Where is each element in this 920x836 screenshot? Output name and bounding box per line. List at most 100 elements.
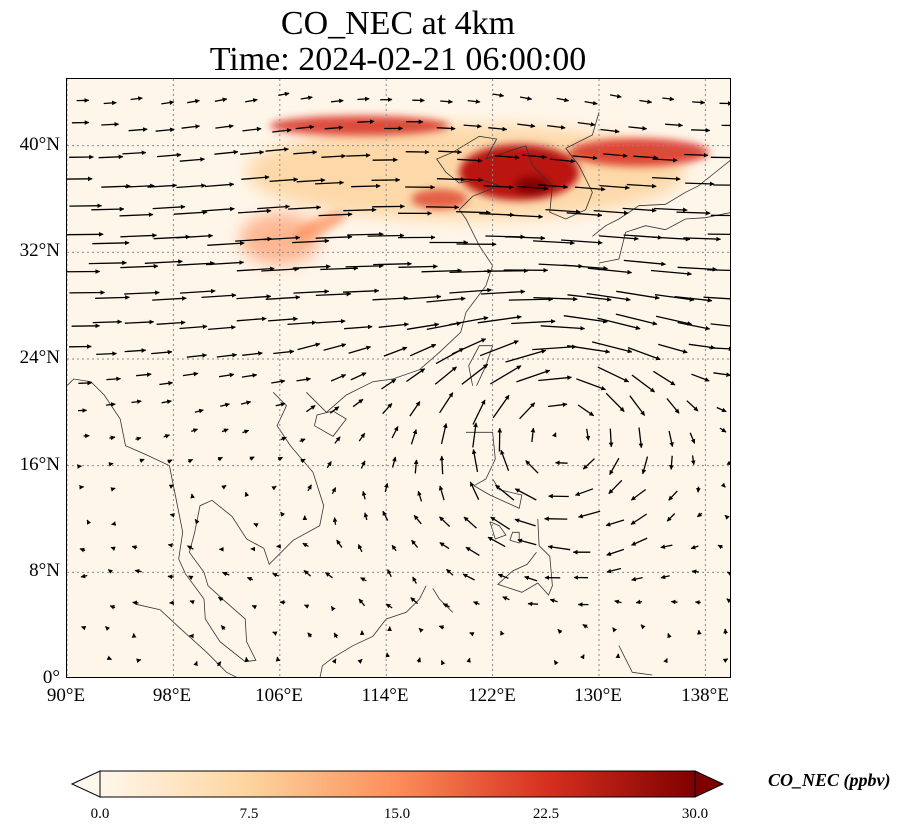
wind-arrow <box>605 392 625 412</box>
wind-arrow <box>547 124 566 130</box>
wind-arrow <box>331 487 337 495</box>
wind-arrow <box>336 539 343 548</box>
wind-arrow <box>385 652 391 658</box>
wind-arrow <box>179 288 216 294</box>
wind-arrow <box>261 266 300 272</box>
wind-arrow <box>249 456 255 461</box>
plume-band <box>568 138 709 167</box>
wind-arrow <box>302 542 309 548</box>
wind-arrow <box>134 568 142 574</box>
wind-arrow <box>131 545 138 550</box>
wind-arrow <box>357 96 370 102</box>
plume-band <box>292 211 348 241</box>
wind-arrow <box>152 296 187 301</box>
coastline <box>618 645 653 676</box>
map-panel[interactable] <box>66 78 731 678</box>
wind-arrow <box>221 428 229 433</box>
wind-arrow <box>507 214 544 220</box>
wind-arrow <box>555 460 568 466</box>
wind-arrow <box>463 516 477 529</box>
wind-arrow <box>409 343 437 357</box>
wind-arrow <box>726 571 730 577</box>
wind-arrow <box>167 459 173 464</box>
wind-arrow <box>426 296 466 303</box>
wind-arrow <box>413 459 419 474</box>
wind-arrow <box>454 177 484 183</box>
wind-arrow <box>330 374 347 382</box>
wind-arrow <box>556 97 570 103</box>
wind-arrow <box>363 512 369 521</box>
wind-arrow <box>108 462 114 467</box>
wind-arrow <box>334 436 341 444</box>
wind-arrow <box>593 209 629 216</box>
colorbar-tick-label: 7.5 <box>239 806 259 822</box>
wind-arrow <box>176 260 215 266</box>
wind-arrow <box>201 206 235 212</box>
wind-arrow <box>463 123 482 129</box>
wind-arrow <box>357 119 375 124</box>
wind-arrow <box>267 316 298 322</box>
wind-arrow <box>638 427 644 449</box>
wind-arrow <box>504 235 546 241</box>
wind-arrow <box>321 153 347 159</box>
wind-arrow <box>480 289 526 295</box>
wind-arrow <box>641 456 649 475</box>
wind-arrow <box>271 379 286 384</box>
wind-arrow <box>367 233 405 238</box>
wind-arrow <box>658 343 688 354</box>
wind-arrow <box>344 324 373 330</box>
wind-arrow <box>275 402 286 407</box>
wind-arrow <box>615 313 658 326</box>
wind-arrow <box>577 404 594 417</box>
wind-arrow <box>566 212 603 218</box>
wind-arrow <box>315 291 352 297</box>
wind-arrow <box>257 204 291 210</box>
wind-arrow <box>135 436 142 442</box>
wind-arrow <box>412 576 417 584</box>
lon-tick-label: 106°E <box>255 685 303 706</box>
wind-arrow <box>574 186 606 192</box>
wind-arrow <box>576 378 606 391</box>
wind-arrow <box>120 263 159 269</box>
wind-arrow <box>357 658 363 664</box>
wind-arrow <box>272 631 278 636</box>
wind-arrow <box>217 456 223 462</box>
wind-arrow <box>346 153 371 158</box>
wind-arrow <box>525 460 539 474</box>
wind-arrow <box>86 519 92 525</box>
wind-arrow <box>597 366 630 383</box>
wind-arrow <box>95 295 130 300</box>
wind-arrow <box>640 624 646 630</box>
wind-arrow <box>440 660 446 666</box>
wind-arrow <box>416 657 422 663</box>
wind-arrow <box>295 124 315 130</box>
wind-arrow <box>670 599 678 605</box>
map-canvas <box>67 79 730 677</box>
wind-arrow <box>216 352 238 358</box>
wind-arrow <box>324 125 344 131</box>
wind-arrow <box>582 458 595 470</box>
wind-arrow <box>246 576 254 582</box>
wind-arrow <box>403 294 442 300</box>
colorbar-max-extend <box>694 770 725 798</box>
wind-arrow <box>628 126 648 131</box>
wind-arrow <box>434 366 457 385</box>
wind-arrow <box>668 490 678 501</box>
wind-arrow <box>88 260 127 266</box>
wind-arrow <box>694 600 701 605</box>
wind-arrow <box>418 627 424 633</box>
wind-arrow <box>242 351 263 356</box>
wind-arrow <box>465 546 480 556</box>
wind-arrow <box>323 343 347 351</box>
wind-arrow <box>189 600 195 605</box>
wind-arrow <box>387 569 392 578</box>
wind-arrow <box>677 266 718 272</box>
wind-arrow <box>300 458 306 464</box>
wind-arrow <box>479 340 519 357</box>
wind-arrow <box>151 349 173 355</box>
wind-arrow <box>124 348 147 353</box>
wind-arrow <box>691 569 699 575</box>
wind-arrow <box>599 235 639 241</box>
wind-arrow <box>708 346 730 352</box>
wind-arrow <box>517 123 536 129</box>
